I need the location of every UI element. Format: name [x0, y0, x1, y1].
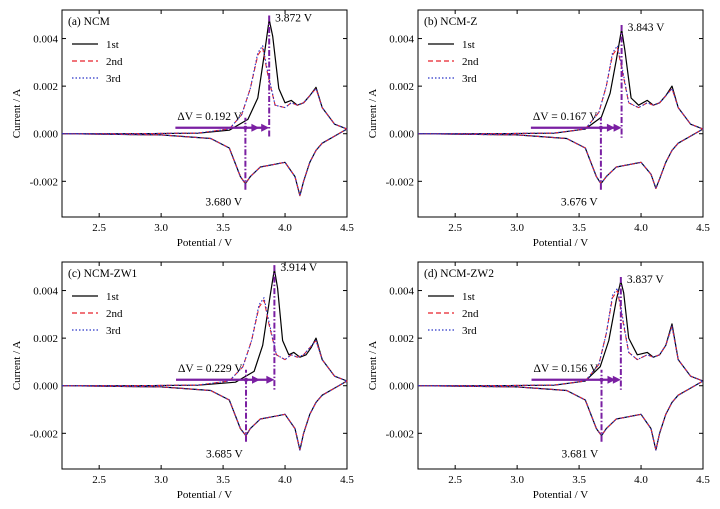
- x-tick-label: 3.0: [510, 474, 524, 486]
- legend-label: 1st: [106, 291, 119, 303]
- x-tick-label: 4.5: [696, 474, 710, 486]
- delta-v-label: ΔV = 0.167 V: [533, 111, 598, 123]
- legend-label: 2nd: [106, 56, 123, 68]
- cathodic-peak-label: 3.680 V: [205, 197, 243, 209]
- arrow-head-icon: [607, 375, 616, 384]
- legend-label: 3rd: [462, 73, 477, 85]
- x-tick-label: 4.5: [340, 474, 354, 486]
- plot-frame: [61, 9, 348, 218]
- y-tick-label: 0.004: [389, 34, 414, 46]
- plot-frame: [61, 261, 348, 470]
- arrow-head-icon: [613, 123, 622, 132]
- anodic-peak-label: 3.843 V: [628, 22, 666, 34]
- x-axis-label: Potential / V: [533, 489, 588, 501]
- panel-title: (a) NCM: [68, 16, 110, 28]
- series-line-2nd: [61, 299, 348, 451]
- x-tick-label: 4.0: [278, 222, 292, 234]
- x-axis-label: Potential / V: [177, 489, 232, 501]
- x-tick-label: 2.5: [448, 474, 462, 486]
- y-tick-label: -0.002: [30, 176, 58, 188]
- x-tick-label: 4.0: [634, 474, 648, 486]
- y-tick-label: -0.002: [386, 428, 414, 440]
- series-line-1st: [61, 18, 348, 197]
- x-tick-label: 3.5: [572, 222, 586, 234]
- x-tick-label: 4.0: [278, 474, 292, 486]
- delta-v-label: ΔV = 0.192 V: [177, 111, 242, 123]
- x-tick-label: 3.5: [572, 474, 586, 486]
- cathodic-peak-label: 3.681 V: [562, 449, 600, 461]
- y-axis-label: Current / A: [367, 89, 379, 139]
- arrow-dot: [244, 377, 249, 382]
- cv-panel-2: 2.5 3.0 3.5 4.0 4.5 -0.002 0.000 0.002 0.004 Pote…: [367, 9, 710, 249]
- legend-label: 3rd: [106, 325, 121, 337]
- legend-label: 2nd: [106, 308, 123, 320]
- arrow-head-icon: [251, 123, 260, 132]
- series-line-1st: [417, 28, 704, 189]
- x-axis-label: Potential / V: [177, 237, 232, 249]
- arrow-head-icon: [252, 375, 261, 384]
- anodic-peak-label: 3.837 V: [627, 274, 665, 286]
- arrow-dot: [599, 377, 604, 382]
- y-tick-label: 0.000: [33, 129, 58, 141]
- y-tick-label: -0.002: [386, 176, 414, 188]
- cv-panel-4: 2.5 3.0 3.5 4.0 4.5 -0.002 0.000 0.002 0.004 Pote…: [367, 261, 710, 501]
- panel-title: (c) NCM-ZW1: [68, 268, 138, 280]
- series-line-2nd: [417, 290, 704, 451]
- legend-label: 1st: [106, 39, 119, 51]
- y-tick-label: 0.000: [389, 129, 414, 141]
- legend-label: 3rd: [106, 73, 121, 85]
- legend-label: 1st: [462, 39, 475, 51]
- plot-frame: [417, 9, 704, 218]
- cathodic-peak-label: 3.685 V: [206, 449, 244, 461]
- anodic-peak-label: 3.914 V: [280, 262, 318, 274]
- x-tick-label: 3.5: [216, 474, 230, 486]
- x-tick-label: 3.0: [154, 474, 168, 486]
- y-tick-label: 0.004: [33, 286, 58, 298]
- arrow-head-icon: [606, 123, 615, 132]
- y-tick-label: 0.002: [33, 333, 58, 345]
- legend-label: 2nd: [462, 56, 479, 68]
- delta-v-label: ΔV = 0.156 V: [534, 363, 599, 375]
- y-tick-label: -0.002: [30, 428, 58, 440]
- x-tick-label: 3.0: [510, 222, 524, 234]
- series-line-3rd: [417, 287, 704, 451]
- y-tick-label: 0.002: [389, 81, 414, 93]
- x-axis-label: Potential / V: [533, 237, 588, 249]
- y-tick-label: 0.000: [389, 381, 414, 393]
- arrow-head-icon: [261, 123, 270, 132]
- y-tick-label: 0.000: [33, 381, 58, 393]
- delta-v-label: ΔV = 0.229 V: [178, 363, 243, 375]
- cv-panel-1: 2.5 3.0 3.5 4.0 4.5 -0.002 0.000 0.002 0.004 Pote…: [11, 9, 354, 249]
- legend-label: 2nd: [462, 308, 479, 320]
- y-axis-label: Current / A: [11, 341, 23, 391]
- cathodic-peak-label: 3.676 V: [561, 197, 599, 209]
- y-axis-label: Current / A: [11, 89, 23, 139]
- x-tick-label: 2.5: [448, 222, 462, 234]
- panel-title: (d) NCM-ZW2: [424, 268, 494, 280]
- anodic-peak-label: 3.872 V: [275, 13, 313, 25]
- legend-label: 3rd: [462, 325, 477, 337]
- legend-label: 1st: [462, 291, 475, 303]
- arrow-dot: [243, 125, 248, 130]
- x-tick-label: 4.0: [634, 222, 648, 234]
- arrow-head-icon: [612, 375, 621, 384]
- x-tick-label: 3.0: [154, 222, 168, 234]
- y-axis-label: Current / A: [367, 341, 379, 391]
- y-tick-label: 0.002: [33, 81, 58, 93]
- x-tick-label: 2.5: [92, 222, 106, 234]
- cv-panel-3: 2.5 3.0 3.5 4.0 4.5 -0.002 0.000 0.002 0.004 Pote…: [11, 261, 354, 501]
- y-tick-label: 0.004: [389, 286, 414, 298]
- y-tick-label: 0.004: [33, 34, 58, 46]
- x-tick-label: 2.5: [92, 474, 106, 486]
- x-tick-label: 4.5: [340, 222, 354, 234]
- arrow-head-icon: [266, 375, 275, 384]
- arrow-dot: [598, 125, 603, 130]
- series-line-1st: [61, 268, 348, 451]
- y-tick-label: 0.002: [389, 333, 414, 345]
- x-tick-label: 4.5: [696, 222, 710, 234]
- panel-title: (b) NCM-Z: [424, 16, 477, 28]
- plot-frame: [417, 261, 704, 470]
- x-tick-label: 3.5: [216, 222, 230, 234]
